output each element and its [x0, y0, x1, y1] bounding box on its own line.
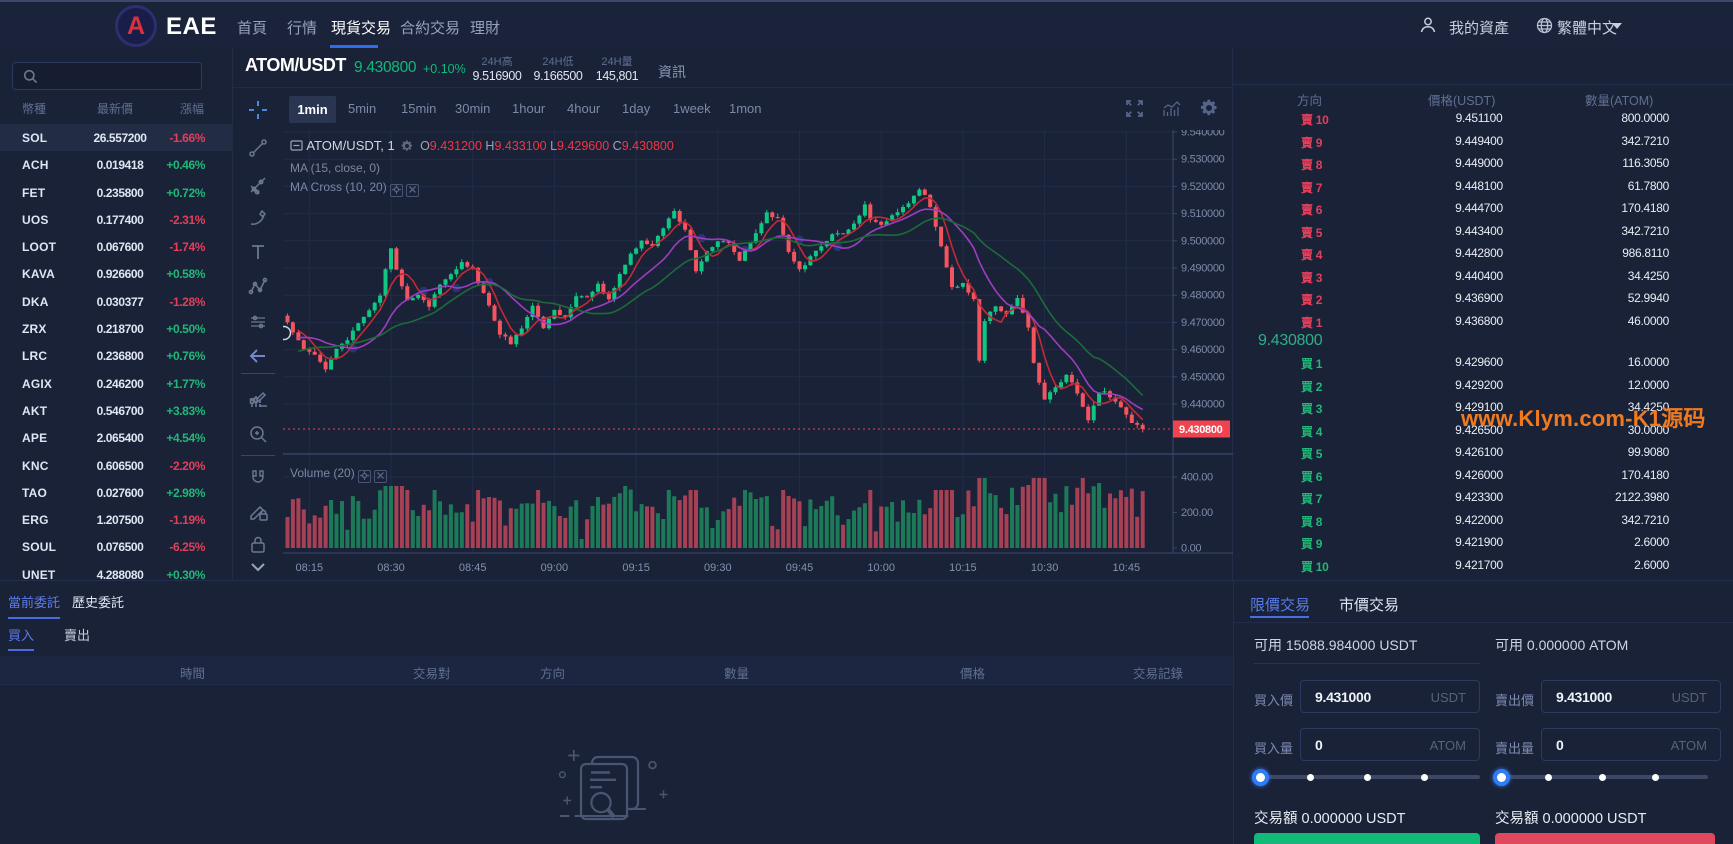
svg-text:9.540000: 9.540000	[1181, 130, 1225, 139]
svg-text:9.510000: 9.510000	[1181, 208, 1225, 220]
svg-text:08:30: 08:30	[377, 562, 405, 574]
svg-text:09:00: 09:00	[541, 562, 569, 574]
svg-text:9.450000: 9.450000	[1181, 371, 1225, 383]
svg-text:9.470000: 9.470000	[1181, 317, 1225, 329]
svg-text:9.500000: 9.500000	[1181, 235, 1225, 247]
svg-text:09:45: 09:45	[786, 562, 814, 574]
svg-text:9.430800: 9.430800	[1179, 424, 1223, 436]
svg-text:400.00: 400.00	[1181, 472, 1213, 484]
svg-text:10:30: 10:30	[1031, 562, 1059, 574]
svg-text:200.00: 200.00	[1181, 507, 1213, 519]
svg-text:10:45: 10:45	[1113, 562, 1141, 574]
svg-text:09:15: 09:15	[622, 562, 650, 574]
svg-text:08:45: 08:45	[459, 562, 487, 574]
svg-text:9.520000: 9.520000	[1181, 181, 1225, 193]
svg-text:10:00: 10:00	[867, 562, 895, 574]
svg-text:9.460000: 9.460000	[1181, 344, 1225, 356]
svg-text:08:15: 08:15	[296, 562, 324, 574]
svg-text:10:15: 10:15	[949, 562, 977, 574]
svg-text:0.00: 0.00	[1181, 543, 1201, 555]
svg-text:09:30: 09:30	[704, 562, 732, 574]
svg-text:9.480000: 9.480000	[1181, 290, 1225, 302]
svg-text:9.440000: 9.440000	[1181, 399, 1225, 411]
svg-text:9.530000: 9.530000	[1181, 154, 1225, 166]
svg-text:9.490000: 9.490000	[1181, 263, 1225, 275]
